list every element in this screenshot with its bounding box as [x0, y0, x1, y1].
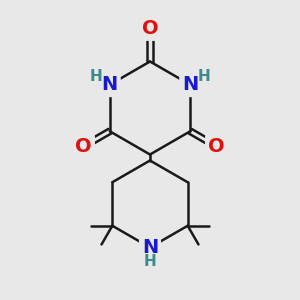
Text: O: O — [142, 19, 158, 38]
Text: N: N — [102, 75, 118, 94]
Text: O: O — [208, 137, 225, 156]
Text: H: H — [90, 69, 103, 84]
Text: N: N — [142, 238, 158, 257]
Text: N: N — [182, 75, 198, 94]
Text: H: H — [144, 254, 156, 269]
Text: O: O — [75, 137, 92, 156]
Text: H: H — [197, 69, 210, 84]
